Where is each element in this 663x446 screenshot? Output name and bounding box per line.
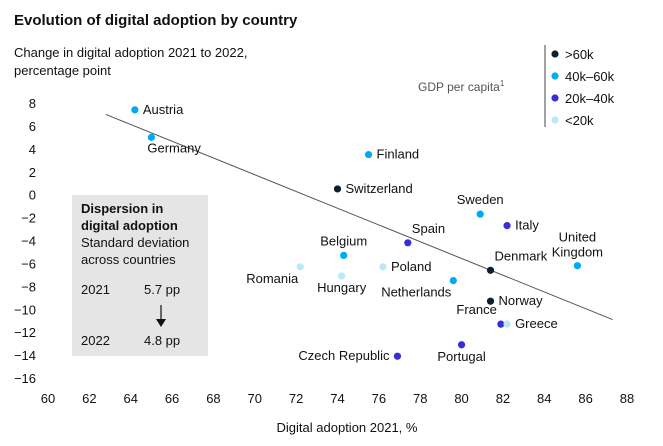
x-tick-label: 64: [123, 391, 137, 406]
point-label-denmark: Denmark: [495, 248, 548, 263]
x-tick-label: 82: [496, 391, 510, 406]
point-label-belgium: Belgium: [320, 233, 367, 248]
point-label-czech-republic: Czech Republic: [298, 348, 390, 363]
x-tick-label: 76: [372, 391, 386, 406]
down-arrow-icon: [156, 305, 166, 327]
x-tick-label: 70: [248, 391, 262, 406]
x-tick-label: 84: [537, 391, 551, 406]
data-point-norway: [486, 297, 495, 305]
x-tick-label: 68: [206, 391, 220, 406]
x-tick-label: 72: [289, 391, 303, 406]
point-label-italy: Italy: [515, 218, 539, 233]
data-point-austria: [131, 106, 139, 114]
y-tick-label: −2: [21, 211, 36, 226]
point-label-greece: Greece: [515, 316, 558, 331]
dispersion-box: Dispersion in digital adoption Standard …: [72, 195, 208, 356]
dispersion-year-2021: 2021: [81, 282, 110, 297]
legend-marker-20to40: [551, 94, 559, 102]
data-point-denmark: [486, 266, 495, 274]
data-point-switzerland: [333, 185, 342, 193]
y-tick-label: −10: [14, 302, 36, 317]
legend-label-20to40: 20k–40k: [565, 91, 615, 106]
y-axis-label-line-2: percentage point: [14, 63, 111, 78]
x-tick-label: 88: [620, 391, 634, 406]
data-point-netherlands: [449, 277, 457, 285]
x-tick-label: 80: [454, 391, 468, 406]
x-tick-label: 66: [165, 391, 179, 406]
y-tick-label: −6: [21, 256, 36, 271]
point-label-hungary: Hungary: [317, 280, 367, 295]
y-tick-label: −16: [14, 371, 36, 386]
point-label-romania: Romania: [246, 271, 299, 286]
legend-title: GDP per capita1: [418, 79, 505, 94]
data-point-sweden: [476, 210, 484, 218]
y-axis-label-line-1: Change in digital adoption 2021 to 2022,: [14, 45, 247, 60]
data-point-finland: [364, 150, 373, 159]
data-point-czech-republic: [393, 352, 402, 360]
data-point-italy: [503, 222, 511, 230]
data-point-united-kingdom: [573, 262, 581, 270]
point-label-united-kingdom-line-2: Kingdom: [552, 245, 603, 260]
point-label-netherlands: Netherlands: [381, 285, 452, 300]
legend-label-gt60: >60k: [565, 47, 594, 62]
y-tick-label: −12: [14, 325, 36, 340]
dispersion-box-background: [72, 195, 208, 356]
y-tick-label: −14: [14, 348, 36, 363]
point-label-germany: Germany: [147, 140, 201, 155]
y-tick-label: −8: [21, 279, 36, 294]
dispersion-box-subtitle-line-1: Standard deviation: [81, 235, 189, 250]
point-label-norway: Norway: [499, 293, 544, 308]
data-point-portugal: [457, 341, 466, 349]
point-label-finland: Finland: [377, 147, 420, 162]
point-label-austria: Austria: [143, 102, 184, 117]
x-tick-label: 60: [41, 391, 55, 406]
legend-marker-40to60: [551, 72, 559, 80]
chart-title: Evolution of digital adoption by country: [14, 12, 298, 29]
dispersion-box-title-line-2: digital adoption: [81, 218, 178, 233]
y-tick-label: 4: [29, 142, 36, 157]
data-point-greece: [503, 320, 511, 328]
y-tick-label: 0: [29, 188, 36, 203]
dispersion-box-subtitle-line-2: across countries: [81, 252, 176, 267]
trend-line: [105, 113, 613, 321]
y-tick-label: −4: [21, 234, 36, 249]
point-label-switzerland: Switzerland: [346, 181, 413, 196]
x-tick-label: 62: [82, 391, 96, 406]
data-point-hungary: [338, 272, 346, 280]
data-point-spain: [404, 239, 412, 247]
point-label-poland: Poland: [391, 259, 431, 274]
dispersion-box-title-line-1: Dispersion in: [81, 201, 163, 216]
point-label-united-kingdom: United: [559, 230, 597, 245]
x-tick-label: 86: [578, 391, 592, 406]
x-tick-label: 78: [413, 391, 427, 406]
legend-marker-gt60: [551, 50, 559, 58]
dispersion-value-2022: 4.8 pp: [144, 333, 180, 348]
point-label-france: France: [456, 302, 496, 317]
y-tick-label: 6: [29, 119, 36, 134]
y-tick-label: 8: [29, 96, 36, 111]
data-point-poland: [379, 263, 387, 271]
y-tick-label: 2: [29, 165, 36, 180]
legend-label-40to60: 40k–60k: [565, 69, 615, 84]
point-label-portugal: Portugal: [437, 349, 486, 364]
data-point-belgium: [340, 251, 348, 259]
dispersion-value-2021: 5.7 pp: [144, 282, 180, 297]
legend-title-text: GDP per capita: [418, 80, 500, 94]
legend-label-lt20: <20k: [565, 113, 594, 128]
x-tick-label: 74: [330, 391, 344, 406]
data-point-france: [497, 320, 505, 328]
point-label-spain: Spain: [412, 221, 445, 236]
data-point-romania: [296, 263, 304, 271]
legend: GDP per capita1 >60k 40k–60k 20k–40k <20k: [418, 45, 615, 128]
legend-marker-lt20: [551, 116, 559, 124]
x-axis-label: Digital adoption 2021, %: [277, 420, 418, 435]
legend-title-footnote: 1: [500, 79, 505, 88]
dispersion-year-2022: 2022: [81, 333, 110, 348]
point-label-sweden: Sweden: [457, 192, 504, 207]
data-point-germany: [147, 133, 155, 141]
